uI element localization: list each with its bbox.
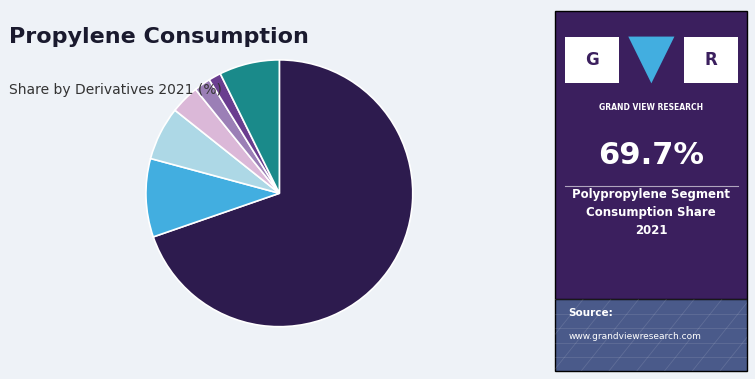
- Wedge shape: [153, 60, 413, 327]
- Text: G: G: [585, 51, 599, 69]
- Bar: [565, 36, 618, 83]
- FancyBboxPatch shape: [555, 11, 747, 371]
- Wedge shape: [196, 80, 279, 193]
- Wedge shape: [209, 74, 279, 193]
- Bar: [684, 36, 738, 83]
- Wedge shape: [146, 158, 279, 237]
- Text: R: R: [704, 51, 717, 69]
- Text: Propylene Consumption: Propylene Consumption: [9, 27, 309, 47]
- Text: Polypropylene Segment
Consumption Share
2021: Polypropylene Segment Consumption Share …: [572, 188, 730, 238]
- Text: Share by Derivatives 2021 (%): Share by Derivatives 2021 (%): [9, 83, 222, 97]
- FancyBboxPatch shape: [555, 299, 747, 371]
- Text: GRAND VIEW RESEARCH: GRAND VIEW RESEARCH: [599, 103, 704, 112]
- Wedge shape: [175, 89, 279, 193]
- Polygon shape: [628, 36, 674, 83]
- Text: Source:: Source:: [569, 309, 614, 318]
- Wedge shape: [220, 60, 279, 193]
- Text: 69.7%: 69.7%: [599, 141, 704, 170]
- Wedge shape: [150, 110, 279, 193]
- Text: www.grandviewresearch.com: www.grandviewresearch.com: [569, 332, 701, 341]
